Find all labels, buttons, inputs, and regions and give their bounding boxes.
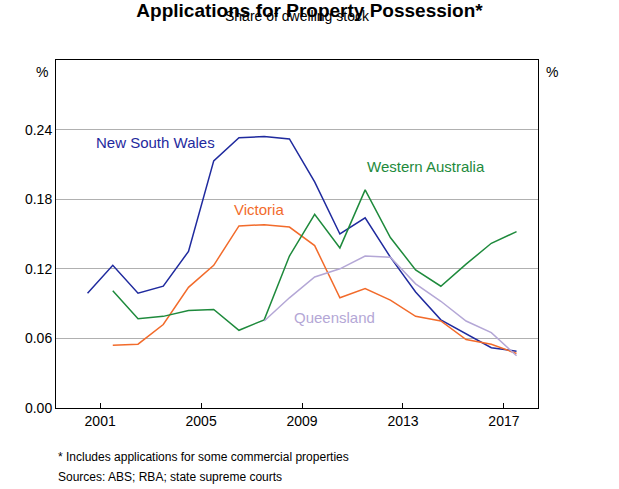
svg-text:0.18: 0.18 <box>25 191 52 207</box>
svg-text:Victoria: Victoria <box>234 201 284 218</box>
svg-text:2009: 2009 <box>286 413 317 429</box>
svg-text:2005: 2005 <box>186 413 217 429</box>
svg-text:Sources: ABS; RBA; state supre: Sources: ABS; RBA; state supreme courts <box>58 470 282 484</box>
svg-text:%: % <box>546 64 558 80</box>
svg-text:0.24: 0.24 <box>25 122 52 138</box>
svg-text:0.00: 0.00 <box>25 400 52 416</box>
svg-text:Queensland: Queensland <box>294 309 375 326</box>
svg-text:* Includes applications for so: * Includes applications for some commerc… <box>58 450 349 464</box>
svg-text:0.06: 0.06 <box>25 330 52 346</box>
svg-text:New South Wales: New South Wales <box>96 134 215 151</box>
svg-text:%: % <box>36 64 48 80</box>
svg-text:2013: 2013 <box>387 413 418 429</box>
svg-text:Applications for Property Poss: Applications for Property Possession* <box>136 0 483 21</box>
svg-text:Western Australia: Western Australia <box>367 158 485 175</box>
svg-text:0.12: 0.12 <box>25 261 52 277</box>
svg-text:2001: 2001 <box>85 413 116 429</box>
svg-text:Share of dwelling stock: Share of dwelling stock <box>225 8 370 24</box>
svg-text:2017: 2017 <box>488 413 519 429</box>
